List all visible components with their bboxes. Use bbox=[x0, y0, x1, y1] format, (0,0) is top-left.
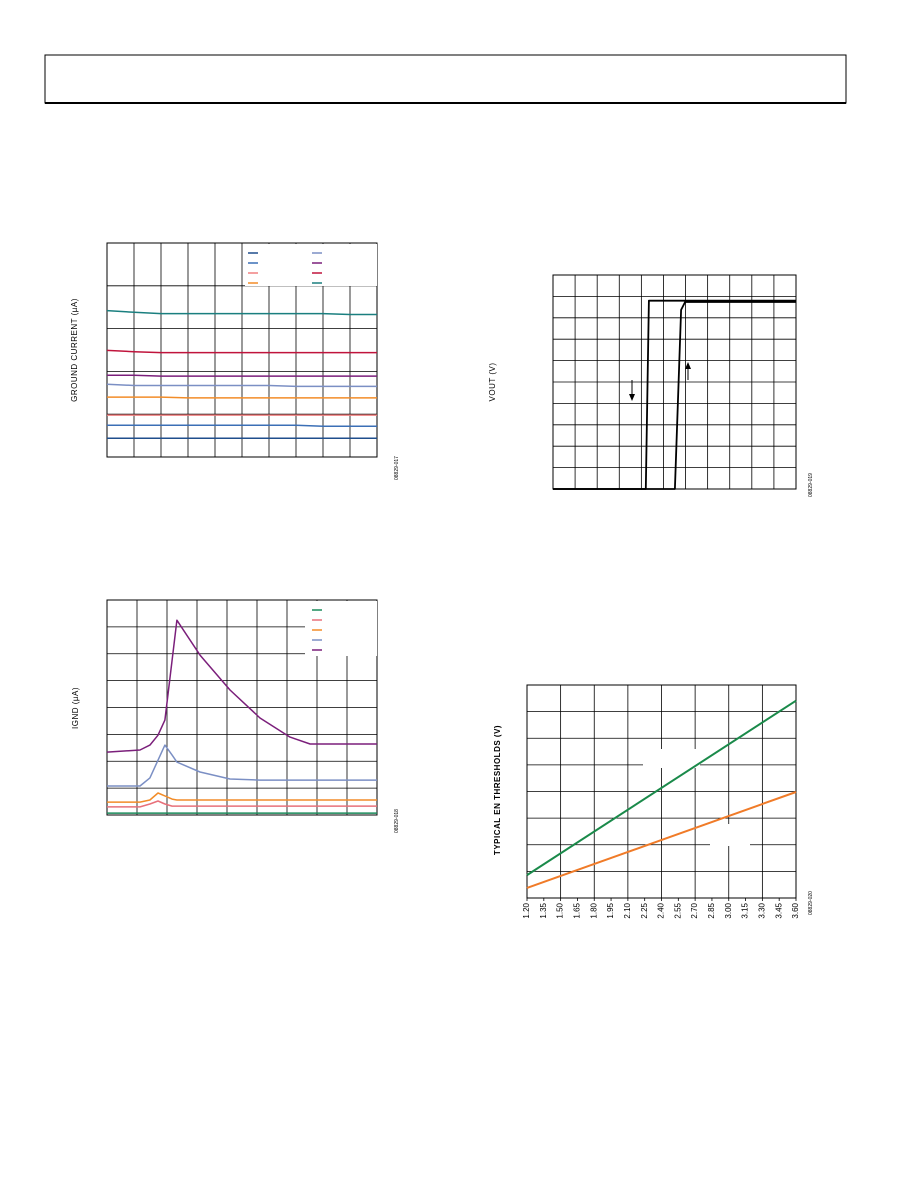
x-tick-label: 3.30 bbox=[757, 902, 766, 918]
y-axis-label: IGND (µA) bbox=[71, 687, 80, 729]
x-tick-label: 3.60 bbox=[791, 902, 800, 918]
x-tick-label: 2.10 bbox=[623, 902, 632, 918]
y-axis-label: GROUND CURRENT (µA) bbox=[70, 298, 79, 402]
figure-id: 08829-017 bbox=[394, 456, 400, 480]
series-line bbox=[106, 309, 377, 316]
annotation-box bbox=[643, 749, 700, 768]
charts: GROUND CURRENT (µA) 08829-017 IGND (µA) 088… bbox=[70, 242, 814, 919]
x-tick-label: 1.35 bbox=[539, 902, 548, 918]
x-tick-label: 2.70 bbox=[690, 902, 699, 918]
series-line bbox=[107, 800, 377, 808]
figure-id: 08829-020 bbox=[808, 891, 814, 915]
x-tick-label: 3.45 bbox=[774, 902, 783, 918]
series-line bbox=[526, 791, 797, 889]
x-tick-label: 1.20 bbox=[522, 902, 531, 918]
y-axis-label: VOUT (V) bbox=[488, 363, 497, 402]
legend-box bbox=[245, 244, 377, 286]
series-line bbox=[107, 374, 377, 377]
x-tick-label: 1.95 bbox=[606, 902, 615, 918]
chart: IGND (µA) 08829-018 bbox=[71, 599, 400, 833]
x-tick-label: 1.65 bbox=[573, 902, 582, 918]
x-tick-label: 3.15 bbox=[741, 902, 750, 918]
x-tick-label: 3.00 bbox=[724, 902, 733, 918]
series-line bbox=[107, 792, 377, 803]
header-box bbox=[44, 54, 847, 104]
series-line bbox=[106, 349, 377, 354]
chart: 1.20 1.35 1.50 1.65 1.80 1.95 2.10 2.25 2.40 2.55… bbox=[493, 684, 814, 919]
chart: GROUND CURRENT (µA) 08829-017 bbox=[70, 242, 400, 480]
series-line bbox=[553, 301, 796, 490]
x-tick-label: 2.25 bbox=[640, 902, 649, 918]
series-line bbox=[106, 619, 377, 753]
x-tick-label: 2.55 bbox=[673, 902, 682, 918]
series-line bbox=[526, 699, 797, 876]
annotation-box bbox=[710, 824, 750, 846]
figure-id: 08829-018 bbox=[394, 809, 400, 833]
arrows bbox=[629, 362, 691, 401]
series-line bbox=[106, 383, 377, 388]
y-axis-label: TYPICAL EN THRESHOLDS (V) bbox=[493, 725, 502, 855]
series-line bbox=[107, 424, 377, 427]
x-tick-label: 2.85 bbox=[707, 902, 716, 918]
chart: VOUT (V) 08829-019 bbox=[488, 274, 814, 497]
figure-id: 08829-019 bbox=[808, 473, 814, 497]
x-tick-label: 1.50 bbox=[556, 902, 565, 918]
x-tick-label: 1.80 bbox=[589, 902, 598, 918]
series-line bbox=[107, 744, 377, 787]
x-tick-label: 2.40 bbox=[657, 902, 666, 918]
series-line bbox=[107, 396, 377, 399]
